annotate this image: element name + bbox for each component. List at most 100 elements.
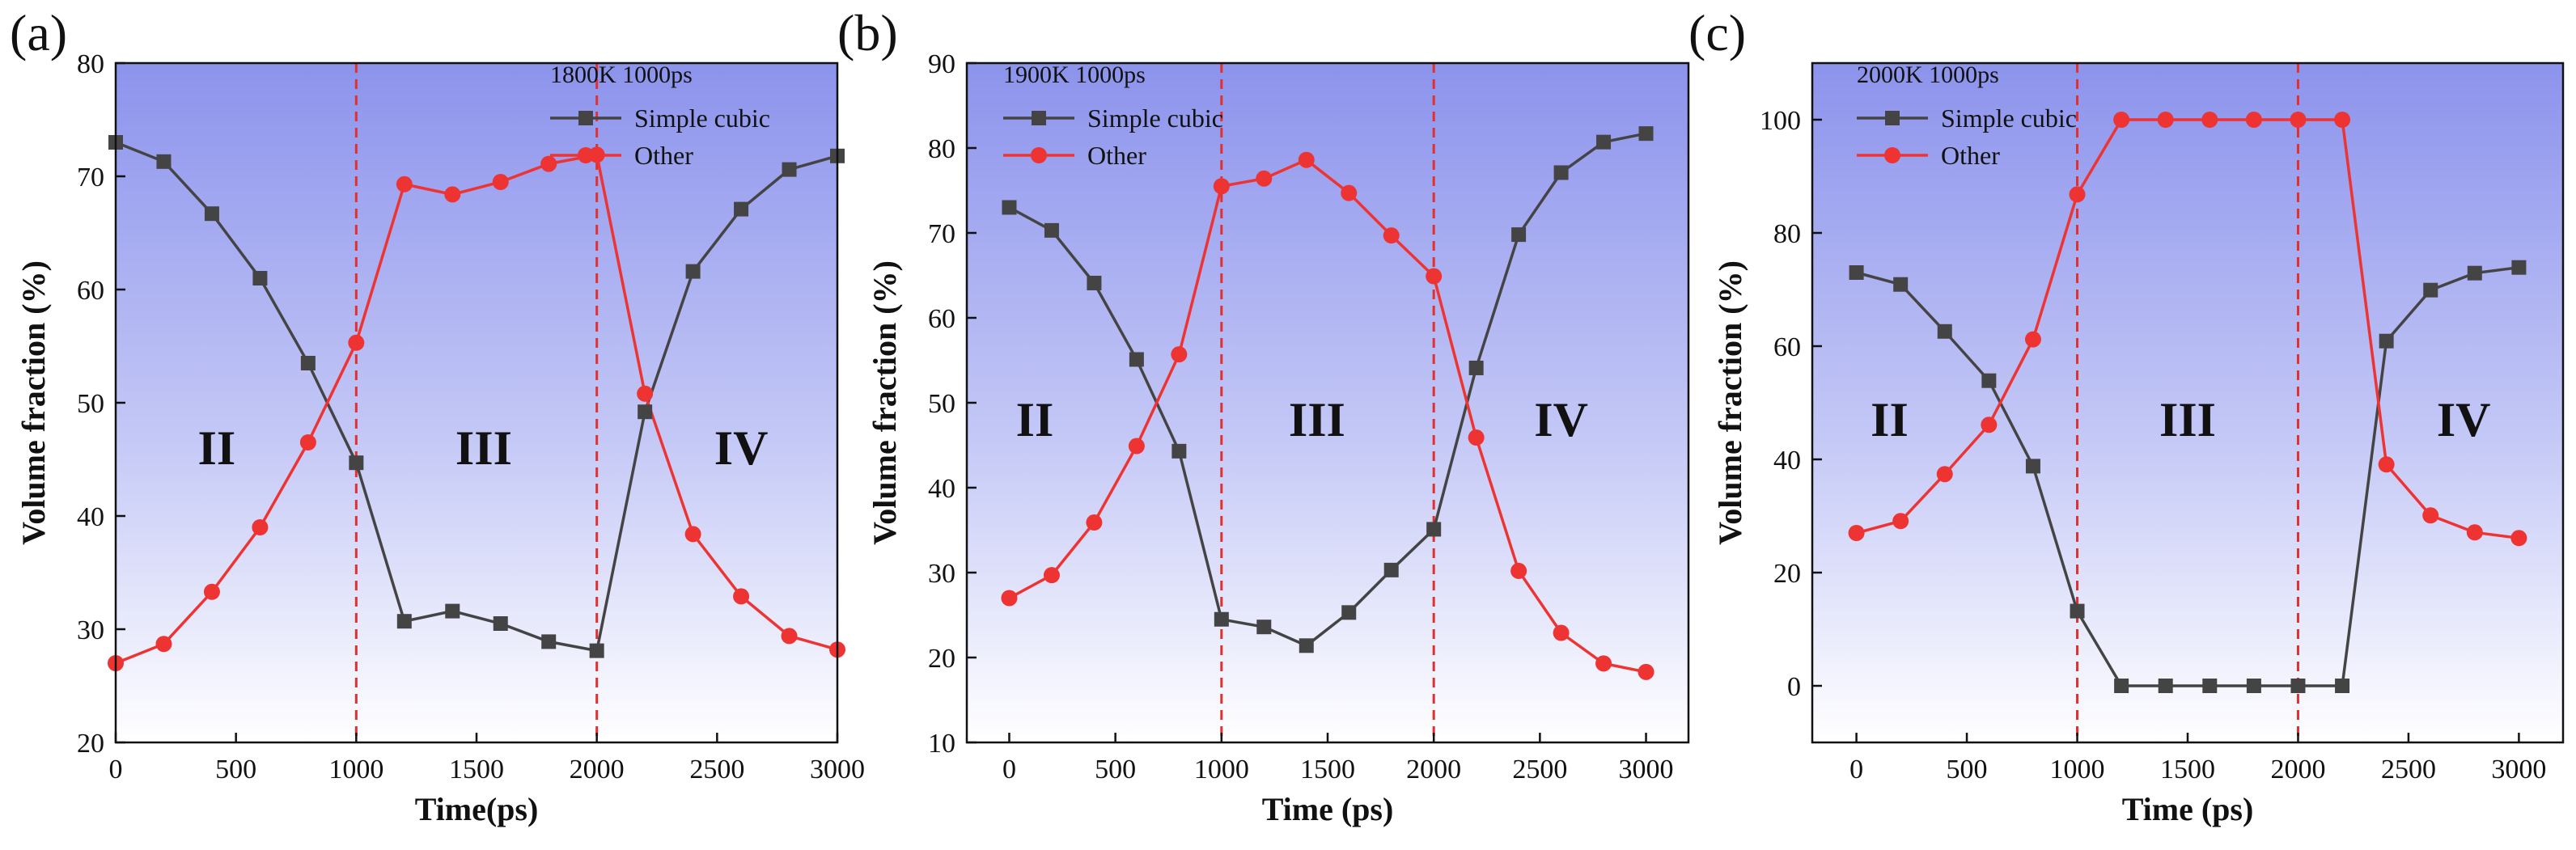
data-point-other: [733, 588, 750, 605]
data-point-simple-cubic: [252, 271, 268, 285]
x-tick-label: 1000: [1194, 755, 1249, 784]
x-tick-label: 2500: [1512, 755, 1567, 784]
data-point-other: [1298, 151, 1315, 168]
y-axis-title: Volume fraction (%): [866, 260, 903, 545]
data-point-simple-cubic: [1596, 134, 1612, 150]
plot-background: [116, 63, 837, 742]
x-tick-label: 3000: [1619, 755, 1674, 784]
data-point-simple-cubic: [2379, 333, 2394, 349]
data-point-other: [1171, 346, 1188, 363]
y-tick-label: 60: [77, 276, 104, 306]
y-tick-label: 30: [77, 615, 104, 645]
region-label: III: [455, 421, 512, 475]
data-point-simple-cubic: [2025, 459, 2040, 474]
data-point-other: [1638, 663, 1654, 680]
data-point-other: [1892, 513, 1909, 530]
region-label: IV: [714, 421, 769, 475]
data-point-simple-cubic: [2290, 679, 2306, 693]
data-point-simple-cubic: [2070, 603, 2085, 619]
y-tick-label: 80: [77, 49, 104, 79]
data-point-simple-cubic: [1511, 227, 1527, 243]
region-label: IV: [2437, 393, 2491, 446]
legend: 1800K 1000ps Simple cubic Other: [550, 61, 770, 170]
data-point-other: [492, 174, 509, 190]
y-tick-label: 100: [1760, 106, 1801, 136]
data-point-other: [2113, 112, 2130, 128]
data-point-other: [2245, 112, 2262, 128]
data-point-simple-cubic: [2202, 679, 2218, 693]
data-point-simple-cubic: [638, 404, 653, 420]
panel-label: (c): [1688, 4, 1746, 61]
panel-a: II III IV0 500 1000 1500 2000 2500 3000203040506…: [10, 4, 865, 827]
legend-marker: [1032, 111, 1046, 125]
panel-label: (a): [10, 4, 67, 61]
data-point-other: [637, 385, 654, 402]
data-point-simple-cubic: [1002, 200, 1017, 215]
data-point-other: [1128, 438, 1145, 455]
legend-title: 2000K 1000ps: [1857, 61, 1999, 88]
series-line-simple-cubic: [115, 141, 838, 653]
region-label: IV: [1534, 393, 1588, 446]
data-point-simple-cubic: [445, 603, 460, 619]
data-point-other: [444, 186, 461, 203]
legend-entry-label: Other: [634, 141, 693, 170]
panel-label: (b): [837, 4, 898, 61]
x-tick-label: 0: [1849, 755, 1863, 784]
x-tick-label: 1000: [328, 755, 383, 784]
data-point-simple-cubic: [300, 356, 316, 370]
data-point-other: [396, 175, 413, 192]
x-tick-label: 2000: [570, 755, 625, 784]
data-point-other: [540, 155, 557, 172]
data-point-other: [1510, 562, 1527, 579]
legend: 1900K 1000ps Simple cubic Other: [1003, 61, 1223, 170]
data-point-other: [1341, 184, 1358, 201]
data-point-simple-cubic: [1468, 360, 1484, 375]
y-axis-title: Volume fraction (%): [1712, 260, 1748, 545]
data-point-other: [2290, 112, 2307, 128]
data-point-other: [252, 519, 269, 535]
panel-b: II III IV0 500 1000 1500 2000 2500 3000102030405…: [837, 4, 1690, 827]
data-point-other: [348, 334, 365, 351]
region-label: III: [1289, 393, 1345, 446]
y-tick-label: 10: [928, 729, 955, 759]
data-point-other: [2157, 112, 2174, 128]
x-tick-label: 3000: [2491, 755, 2546, 784]
x-tick-label: 2000: [1406, 755, 1461, 784]
data-point-simple-cubic: [349, 455, 364, 471]
legend-title: 1900K 1000ps: [1003, 61, 1146, 88]
data-point-simple-cubic: [1553, 165, 1569, 180]
legend-marker: [1885, 111, 1900, 125]
data-point-other: [1981, 417, 1998, 433]
legend-entry-label: Simple cubic: [1941, 104, 2077, 133]
x-axis-title: Time (ps): [1262, 791, 1394, 827]
data-point-simple-cubic: [493, 616, 508, 631]
x-tick-label: 2000: [2270, 755, 2325, 784]
data-point-other: [684, 526, 701, 543]
data-point-simple-cubic: [782, 162, 797, 177]
data-point-simple-cubic: [156, 154, 172, 169]
legend-entry-label: Simple cubic: [634, 104, 770, 133]
y-tick-label: 20: [928, 644, 955, 674]
y-tick-label: 70: [77, 163, 104, 192]
data-point-other: [1086, 514, 1103, 531]
data-point-simple-cubic: [1383, 562, 1399, 577]
y-tick-label: 60: [1773, 332, 1801, 362]
legend-title: 1800K 1000ps: [550, 61, 693, 88]
region-label: II: [1871, 393, 1909, 446]
legend-entry-label: Simple cubic: [1087, 104, 1223, 133]
x-tick-label: 2500: [2381, 755, 2436, 784]
data-point-other: [2024, 331, 2041, 348]
data-point-other: [155, 636, 172, 653]
data-point-other: [2201, 112, 2218, 128]
region-label: II: [198, 421, 236, 475]
legend-marker: [1884, 147, 1900, 163]
data-point-other: [1595, 655, 1612, 672]
panel-c: II III IV0 500 1000 1500 2000 2500 3000020406080…: [1688, 4, 2565, 827]
y-tick-label: 80: [1773, 219, 1801, 249]
series-line-simple-cubic: [1856, 265, 2519, 687]
x-tick-label: 3000: [810, 755, 865, 784]
x-tick-label: 1500: [449, 755, 504, 784]
data-point-simple-cubic: [734, 201, 749, 217]
y-tick-label: 20: [77, 729, 104, 759]
